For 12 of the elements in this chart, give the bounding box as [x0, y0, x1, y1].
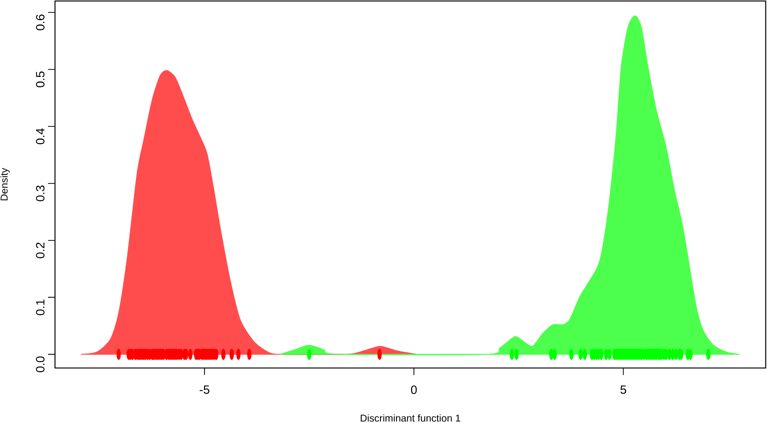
x-axis-title: Discriminant function 1	[360, 414, 460, 422]
y-tick-label: 0.4	[36, 128, 44, 144]
x-tick-label: 5	[620, 386, 626, 394]
x-tick-label: -5	[200, 386, 210, 394]
y-tick-label: 0.5	[36, 72, 44, 88]
y-tick-label: 0.1	[36, 300, 44, 316]
y-tick-label: 0.2	[36, 242, 44, 258]
y-axis-title: Density	[0, 168, 10, 200]
x-tick-label: 0	[411, 386, 417, 394]
y-tick-label: 0.0	[36, 356, 44, 372]
y-tick-label: 0.3	[36, 186, 44, 202]
y-tick-label: 0.6	[36, 14, 44, 30]
